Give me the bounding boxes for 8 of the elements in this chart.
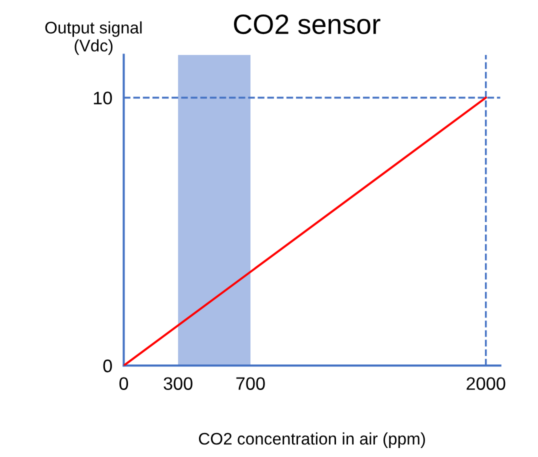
y-axis-title: Output signal (Vdc)	[45, 21, 142, 55]
x-axis-title: CO2 concentration in air (ppm)	[198, 432, 425, 448]
y-tick-label: 10	[94, 92, 112, 104]
x-tick-label: 700	[236, 377, 265, 390]
x-tick-label: 2000	[466, 377, 506, 390]
x-tick-label: 300	[164, 377, 192, 390]
x-tick-label: 0	[119, 377, 128, 390]
chart-title: CO2 sensor	[234, 14, 380, 34]
